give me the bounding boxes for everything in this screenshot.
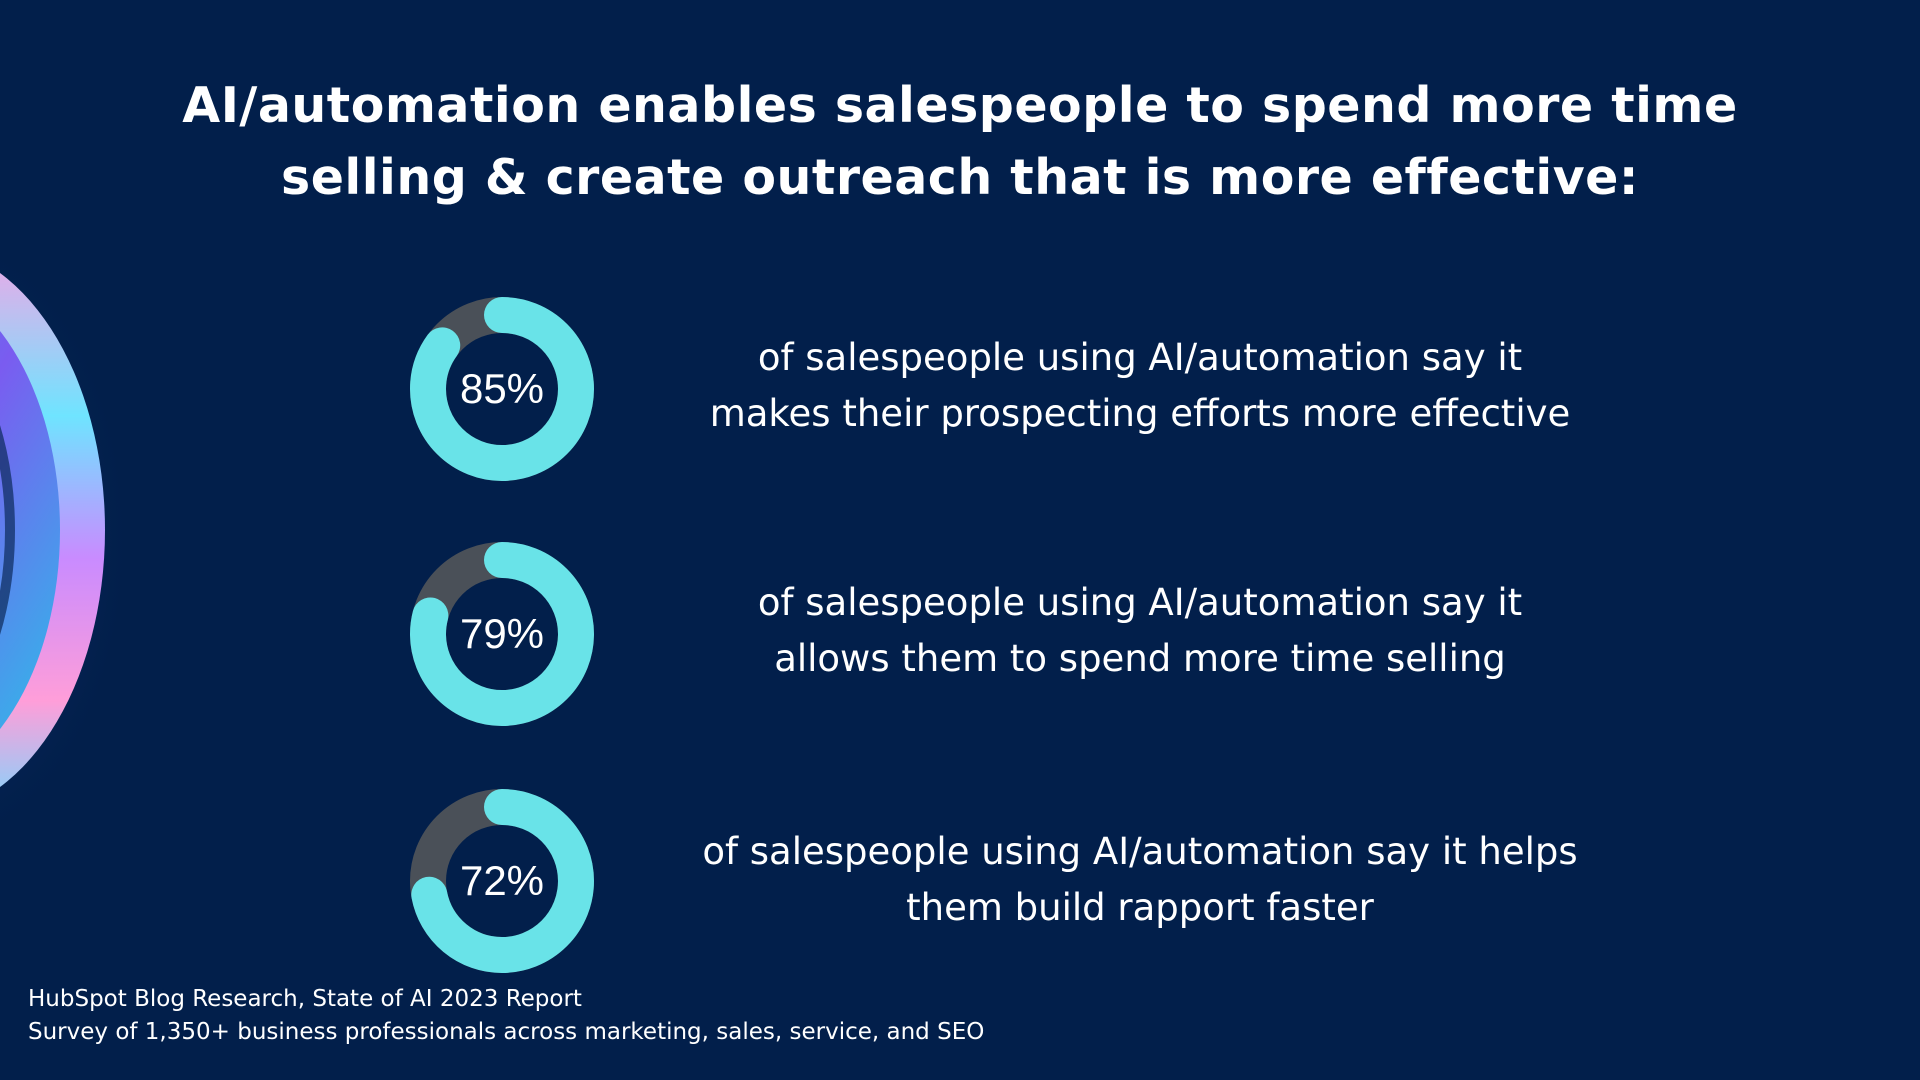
donut-value-arc-2 [410,542,594,726]
donut-ring-3 [410,789,594,973]
stat-description-2-line-2: allows them to spend more time selling [774,637,1506,680]
stat-description-1-line-2: makes their prospecting efforts more eff… [709,392,1571,435]
slide-title-line-1: AI/automation enables salespeople to spe… [182,77,1738,134]
donut-percent-label-3: 72% [459,857,545,904]
stat-description-2-line-1: of salespeople using AI/automation say i… [757,581,1523,624]
donut-ring-2 [410,542,594,726]
donut-chart-3: 72% [410,789,594,973]
source-citation-line-1: HubSpot Blog Research, State of AI 2023 … [28,986,582,1012]
donut-percent-label-1: 85% [459,365,545,412]
stat-description-1: of salespeople using AI/automation say i… [640,330,1640,442]
stat-description-2: of salespeople using AI/automation say i… [640,575,1640,687]
donut-chart-1: 85% [410,297,594,481]
donut-value-arc-3 [410,789,594,973]
slide-title: AI/automation enables salespeople to spe… [130,70,1790,214]
donut-chart-2: 79% [410,542,594,726]
donut-percent-label-2: 79% [459,610,545,657]
slide-title-line-2: selling & create outreach that is more e… [281,149,1639,206]
source-citation: HubSpot Blog Research, State of AI 2023 … [28,983,984,1049]
stat-description-3-line-1: of salespeople using AI/automation say i… [702,830,1578,873]
source-citation-line-2: Survey of 1,350+ business professionals … [28,1019,985,1045]
stat-description-3-line-2: them build rapport faster [906,886,1374,929]
stat-description-1-line-1: of salespeople using AI/automation say i… [757,336,1523,379]
donut-value-arc-1 [410,297,594,481]
stat-description-3: of salespeople using AI/automation say i… [640,824,1640,936]
decorative-orb-graphic [0,245,130,835]
donut-ring-1 [410,297,594,481]
